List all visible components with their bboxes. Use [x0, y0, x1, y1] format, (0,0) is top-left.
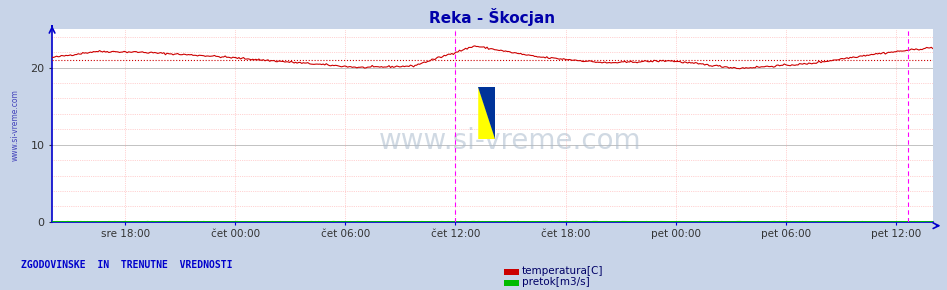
Title: Reka - Škocjan: Reka - Škocjan [429, 8, 556, 26]
Text: ZGODOVINSKE  IN  TRENUTNE  VREDNOSTI: ZGODOVINSKE IN TRENUTNE VREDNOSTI [21, 260, 232, 270]
Text: www.si-vreme.com: www.si-vreme.com [10, 90, 20, 161]
Text: pretok[m3/s]: pretok[m3/s] [522, 277, 590, 287]
Polygon shape [478, 87, 495, 139]
Polygon shape [478, 87, 495, 139]
Text: temperatura[C]: temperatura[C] [522, 266, 603, 276]
Text: www.si-vreme.com: www.si-vreme.com [379, 127, 641, 155]
